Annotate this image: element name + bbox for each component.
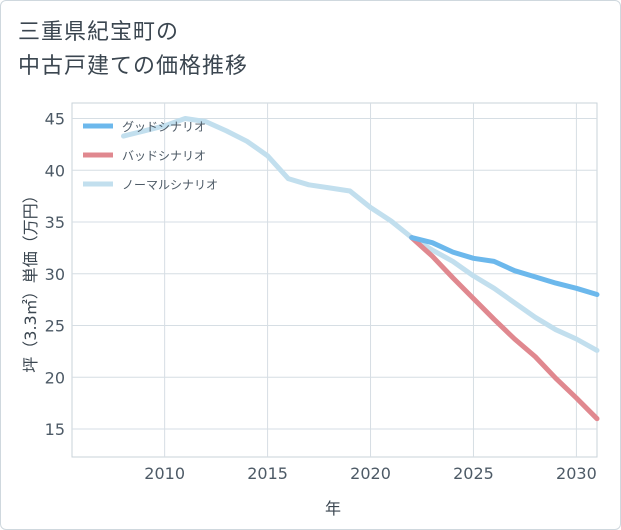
plot-area [71,102,598,458]
series-lines [121,116,600,422]
y-tick-label: 15 [45,420,65,439]
series-line-0 [409,235,600,297]
x-tick-label: 2025 [453,464,494,483]
x-tick-label: 2030 [556,464,597,483]
legend-label: グッドシナリオ [122,120,206,134]
title-line-2: 中古戸建ての価格推移 [18,54,249,79]
y-tick-label: 30 [45,265,65,284]
x-tick-label: 2010 [144,464,185,483]
legend-label: バッドシナリオ [122,149,206,163]
y-axis-title: 坪（3.3㎡）単価（万円） [21,187,40,372]
y-tick-label: 25 [45,317,65,336]
x-tick-label: 2015 [247,464,288,483]
legend-label: ノーマルシナリオ [122,178,218,192]
series-line-1 [409,235,600,422]
y-tick-label: 40 [45,161,65,180]
grid [72,103,597,457]
series-line-2 [121,116,600,353]
y-tick-label: 35 [45,213,65,232]
y-tick-label: 20 [45,368,65,387]
title-line-1: 三重県紀宝町の [18,20,180,45]
chart-title: 三重県紀宝町の 中古戸建ての価格推移 [18,16,248,84]
x-tick-label: 2020 [350,464,391,483]
y-tick-label: 45 [45,110,65,129]
x-axis-title: 年 [325,499,341,518]
